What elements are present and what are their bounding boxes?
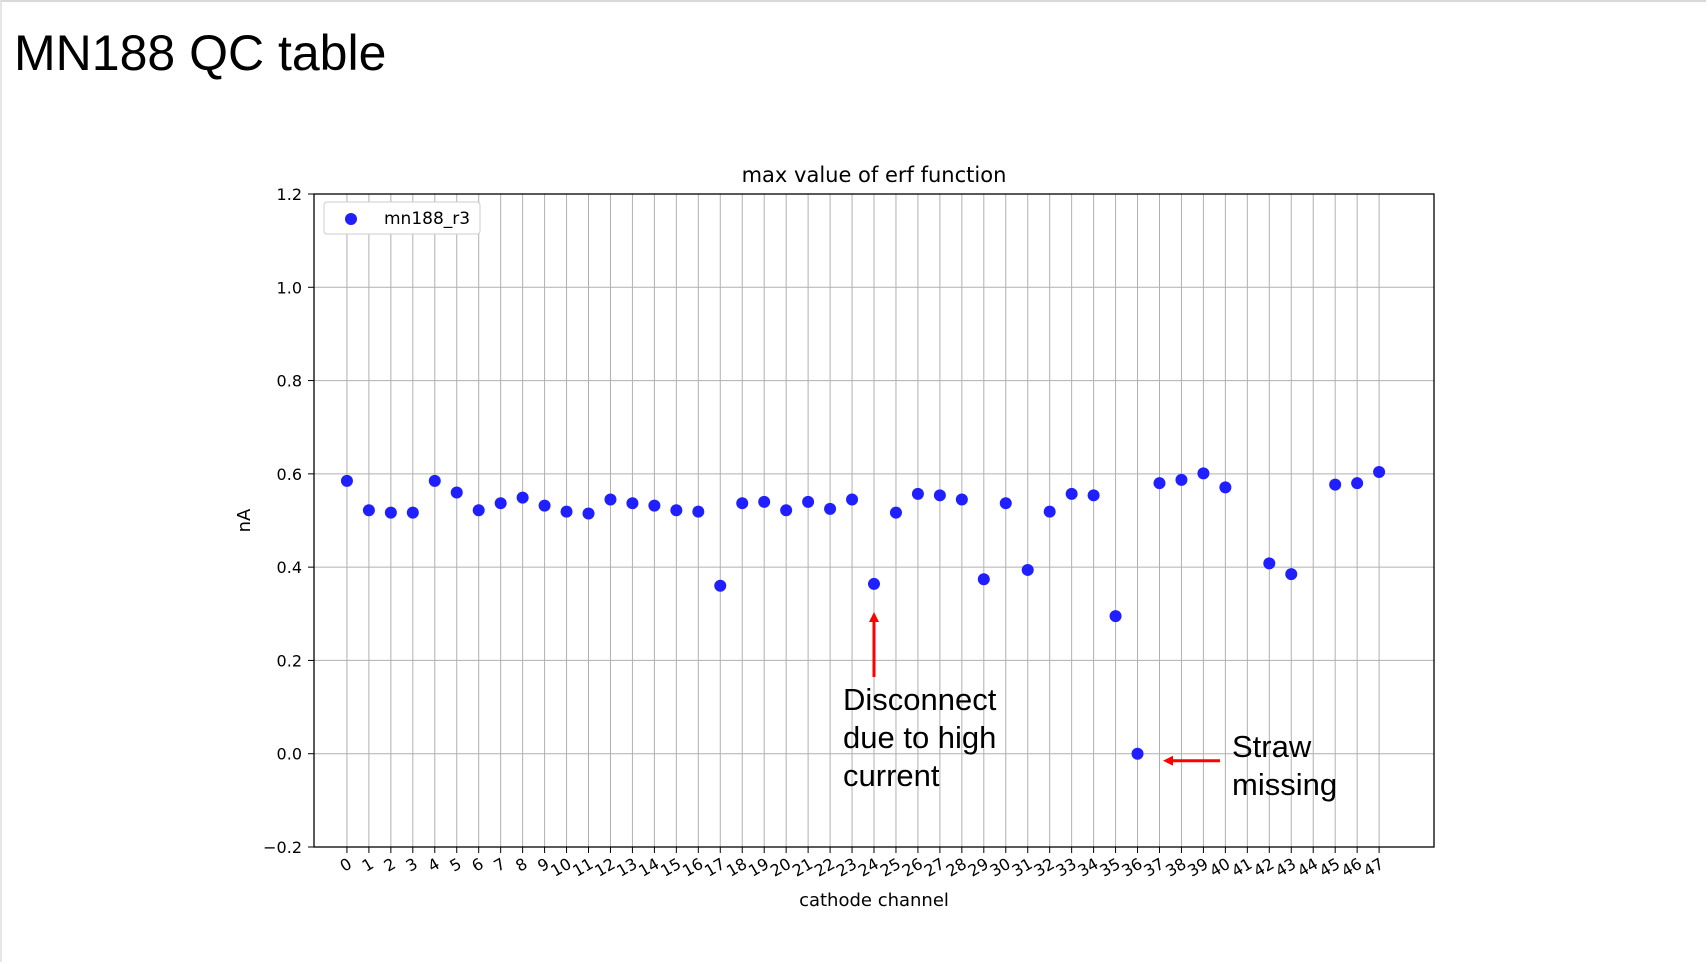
- data-point: [1219, 481, 1232, 494]
- x-tick-label: 7: [490, 854, 508, 876]
- y-tick-label: 1.2: [277, 185, 302, 204]
- data-point: [1065, 487, 1078, 500]
- data-point: [889, 506, 902, 519]
- data-point: [582, 507, 595, 520]
- x-tick-label: 3: [403, 854, 421, 876]
- data-point: [1329, 478, 1342, 491]
- data-point: [1043, 505, 1056, 518]
- data-point: [1175, 473, 1188, 486]
- data-point: [472, 504, 485, 517]
- x-tick-label: 0: [337, 854, 355, 876]
- data-point: [1021, 563, 1034, 576]
- data-point: [406, 506, 419, 519]
- data-point: [802, 495, 815, 508]
- data-point: [670, 504, 683, 517]
- x-axis-label: cathode channel: [799, 890, 949, 911]
- data-point: [1109, 610, 1122, 623]
- chart-title: max value of erf function: [742, 163, 1007, 187]
- x-tick-label: 8: [512, 854, 530, 876]
- annotation-text-straw: Straw: [1232, 729, 1312, 764]
- y-tick-label: −0.2: [263, 838, 302, 857]
- data-point: [1087, 489, 1100, 502]
- data-point: [846, 493, 859, 506]
- data-point: [780, 504, 793, 517]
- y-tick-label: 0.0: [277, 745, 302, 764]
- legend-label: mn188_r3: [384, 209, 470, 229]
- data-point: [1197, 467, 1210, 480]
- annotation-text-straw: missing: [1232, 767, 1337, 802]
- data-point: [648, 499, 661, 512]
- data-point: [1131, 747, 1144, 760]
- y-tick-label: 0.4: [277, 558, 302, 577]
- data-point: [340, 474, 353, 487]
- data-point: [494, 497, 507, 510]
- data-point: [560, 505, 573, 518]
- data-point: [714, 579, 727, 592]
- data-point: [538, 499, 551, 512]
- data-point: [1153, 477, 1166, 490]
- annotation-text-disconnect: current: [843, 758, 940, 793]
- data-point: [604, 493, 617, 506]
- data-point: [450, 486, 463, 499]
- x-tick-label: 2: [381, 854, 399, 876]
- data-point: [824, 502, 837, 515]
- slide-title: MN188 QC table: [14, 25, 387, 81]
- data-point: [955, 493, 968, 506]
- data-point: [758, 495, 771, 508]
- x-axis-ticks: 0 1 2 3 4 5 6 7 8 9101112131415161718192021222324…: [337, 847, 1387, 881]
- data-point: [1373, 465, 1386, 478]
- y-axis-ticks: −0.2 0.0 0.2 0.4 0.6 0.8 1.0 1.2: [263, 185, 314, 857]
- y-tick-label: 0.8: [277, 372, 302, 391]
- x-tick-label: 1: [359, 854, 377, 876]
- data-point: [933, 489, 946, 502]
- data-point: [1285, 568, 1298, 581]
- data-point: [362, 504, 375, 517]
- data-point: [868, 577, 880, 590]
- data-point: [626, 497, 639, 510]
- data-point: [911, 487, 924, 500]
- x-tick-label: 4: [424, 854, 442, 876]
- y-tick-label: 0.2: [277, 651, 302, 670]
- x-tick-label: 47: [1360, 854, 1387, 881]
- y-tick-label: 1.0: [277, 278, 302, 297]
- x-tick-label: 5: [446, 854, 464, 876]
- y-tick-label: 0.6: [277, 465, 302, 484]
- y-axis-label: nA: [234, 508, 255, 532]
- legend-marker: [345, 213, 357, 225]
- annotation-text-disconnect: Disconnect: [843, 682, 997, 717]
- data-point: [428, 474, 441, 487]
- data-point: [516, 491, 529, 504]
- data-point: [692, 505, 705, 518]
- data-point: [384, 506, 397, 519]
- data-points: [340, 465, 1386, 760]
- x-tick-label: 6: [468, 854, 486, 876]
- legend-box: [323, 201, 481, 235]
- data-point: [977, 573, 990, 586]
- data-point: [736, 497, 749, 510]
- data-point: [1351, 477, 1364, 490]
- legend: mn188_r3: [323, 201, 481, 235]
- data-point: [999, 497, 1012, 510]
- annotation-text-disconnect: due to high: [843, 720, 996, 755]
- data-point: [1263, 557, 1276, 570]
